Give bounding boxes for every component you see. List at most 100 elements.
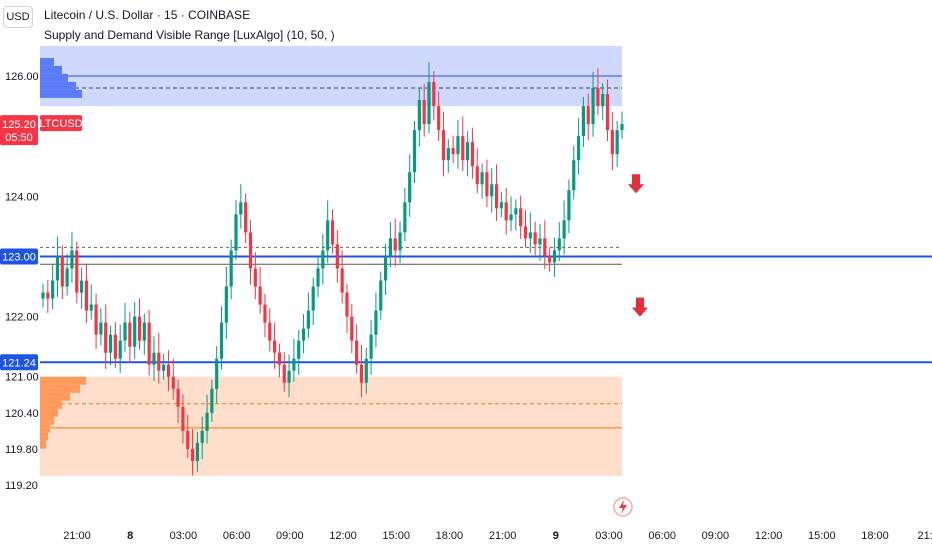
time-tick-label: 9 — [553, 530, 559, 542]
candle-body — [258, 286, 262, 305]
supply-profile-bar — [40, 81, 76, 90]
candle — [181, 394, 185, 444]
price-tick-label: 126.00 — [5, 71, 39, 83]
candle-body — [108, 334, 113, 353]
candle-body — [248, 232, 253, 269]
candle — [244, 193, 248, 244]
candle-body — [181, 406, 185, 431]
candle — [576, 118, 581, 175]
candle-body — [480, 172, 484, 185]
time-tick-label: 06:00 — [648, 530, 676, 542]
candle-body — [162, 364, 166, 371]
candle — [499, 191, 503, 218]
candle — [408, 154, 412, 217]
candle — [403, 187, 407, 242]
time-tick-label: 09:00 — [702, 530, 730, 542]
candle — [330, 209, 335, 254]
demand-profile-bar — [40, 400, 62, 409]
candle — [41, 283, 45, 308]
candle-body — [80, 280, 84, 293]
candle-body — [239, 202, 243, 215]
indicator-title[interactable]: Supply and Demand Visible Range [LuxAlgo… — [44, 28, 335, 42]
candle-body — [171, 376, 175, 389]
candle-body — [166, 364, 171, 377]
candle — [65, 254, 69, 296]
currency-button[interactable]: USD — [3, 6, 33, 28]
candle-body — [567, 190, 571, 221]
price-tick-label: 120.40 — [5, 408, 39, 420]
candle-body — [403, 202, 407, 233]
candle-body — [470, 142, 475, 167]
candle-body — [99, 322, 103, 335]
time-tick-label: 21:00 — [63, 530, 91, 542]
candle — [446, 139, 450, 173]
last-price-value: 125.20 — [2, 119, 36, 131]
price-axis: 126.00 124.00 122.00 121.00 120.40 119.80 119.… — [5, 71, 39, 492]
candle-body — [287, 370, 291, 383]
candle-body — [104, 322, 108, 353]
candle — [562, 200, 566, 255]
candle-body — [596, 88, 600, 107]
candle — [345, 283, 349, 333]
candle — [480, 163, 484, 199]
candle — [533, 221, 537, 256]
candle — [128, 311, 132, 363]
candle — [273, 322, 277, 369]
time-tick-label: 18:00 — [861, 530, 889, 542]
candle-body — [552, 250, 557, 263]
demand-profile-bar — [40, 440, 46, 449]
candle — [200, 416, 204, 460]
candle — [277, 343, 282, 378]
demand-profile-bar — [40, 376, 86, 385]
down-arrow-icon — [628, 174, 644, 194]
horizontal-lines-layer — [40, 255, 932, 364]
candle-body — [427, 82, 431, 125]
candle — [557, 222, 561, 262]
candle-body — [46, 292, 50, 299]
hline-price-tag-1 — [0, 354, 38, 371]
candle-body — [60, 256, 64, 287]
candle-body — [268, 322, 272, 341]
candle — [437, 91, 441, 141]
candle — [572, 145, 576, 200]
candle-body — [94, 304, 98, 335]
lightning-icon-bolt — [619, 500, 627, 514]
candle-body — [65, 268, 69, 287]
candle-body — [297, 340, 301, 359]
candle-body — [306, 310, 310, 329]
candle-body — [422, 100, 426, 125]
candle — [51, 264, 55, 310]
candle — [321, 234, 325, 285]
candle-body — [562, 220, 566, 239]
candle-body — [224, 286, 228, 323]
price-tick-label: 122.00 — [5, 312, 39, 324]
candle-body — [186, 430, 190, 449]
candle-body — [519, 208, 523, 227]
candle — [610, 112, 614, 171]
candle-body — [157, 352, 161, 371]
candle — [123, 302, 127, 352]
candle-body — [446, 148, 450, 161]
candle — [268, 308, 272, 352]
candle — [137, 298, 142, 350]
candle-body — [548, 256, 552, 263]
candle-body — [605, 94, 610, 131]
candle-body — [219, 322, 224, 359]
candle-body — [509, 214, 513, 221]
candle — [494, 164, 499, 221]
candle-body — [412, 130, 417, 173]
symbol-title: Litecoin / U.S. Dollar · 15 · COINBASE — [44, 8, 251, 22]
demand-profile-bar — [40, 432, 48, 441]
candle — [596, 68, 600, 116]
candle-body — [461, 136, 465, 161]
candle — [523, 210, 528, 248]
time-tick-label: 09:00 — [276, 530, 304, 542]
candle — [258, 266, 262, 314]
candle — [75, 241, 79, 304]
demand-profile-bar — [40, 408, 58, 417]
time-tick-label: 03:00 — [595, 530, 623, 542]
candle-body — [210, 388, 214, 413]
candle-body — [601, 94, 605, 107]
demand-profile-bar — [40, 384, 80, 393]
